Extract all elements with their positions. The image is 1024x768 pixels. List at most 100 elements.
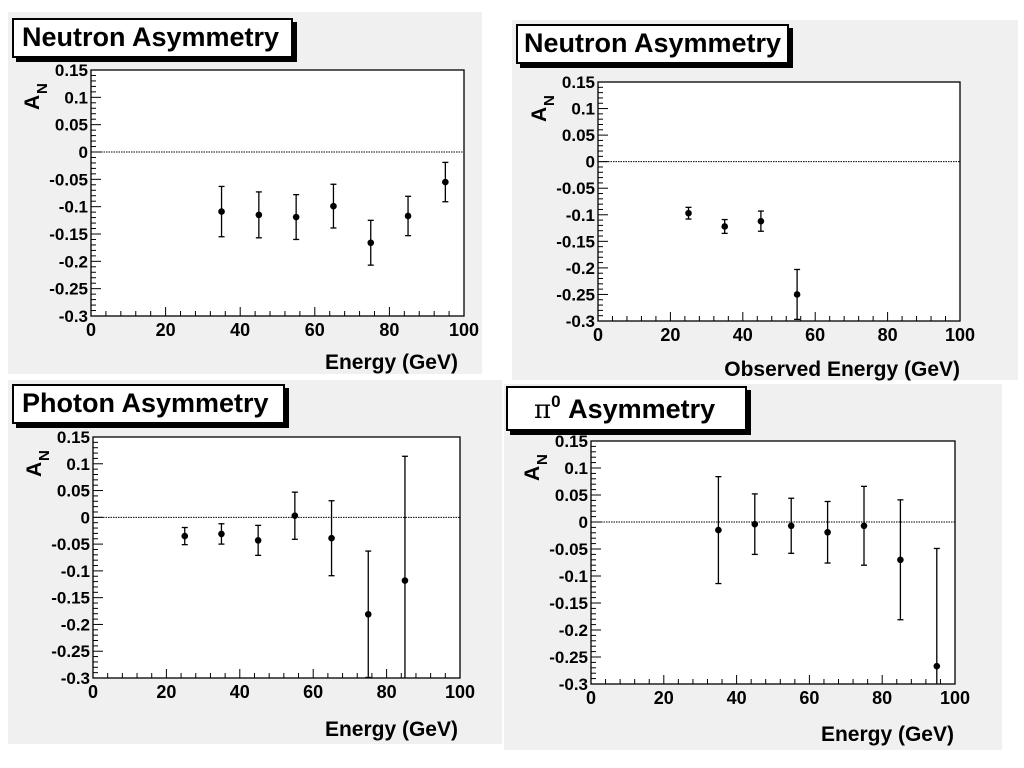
x-tick-label: 20 xyxy=(660,325,680,345)
y-tick-label: -0.2 xyxy=(61,615,90,634)
y-tick-label: -0.05 xyxy=(556,179,595,198)
data-point xyxy=(751,520,759,528)
x-tick-label: 80 xyxy=(379,320,399,340)
y-tick-label: 0.1 xyxy=(66,455,90,474)
y-tick-label: 0 xyxy=(586,153,595,172)
x-tick-label: 60 xyxy=(305,320,325,340)
plot-area xyxy=(597,81,961,322)
chart-panel-photon-energy: Photon Asymmetry 0.15 0.1 0.05 0 -0.05 -0.1 -0… xyxy=(8,380,502,744)
y-axis-label-sub: N xyxy=(36,450,53,461)
y-axis-label: AN xyxy=(21,83,51,110)
x-tick-label: 0 xyxy=(586,688,596,708)
title-superscript: 0 xyxy=(551,392,561,411)
x-axis-label: Energy (GeV) xyxy=(325,718,458,741)
y-tick-label: -0.1 xyxy=(59,198,88,217)
plot-svg: 0.150.10.050-0.05-0.1-0.15-0.2-0.25-0.30… xyxy=(521,432,970,746)
data-point xyxy=(757,217,765,225)
y-tick-label: 0 xyxy=(81,508,90,527)
data-point xyxy=(254,537,262,544)
data-point xyxy=(328,534,335,542)
x-tick-label: 20 xyxy=(156,320,176,340)
y-tick-label: 0.1 xyxy=(571,100,595,119)
y-tick-label: 0 xyxy=(79,143,88,162)
data-point xyxy=(787,522,795,530)
data-point xyxy=(401,577,409,584)
plot-area xyxy=(90,69,465,317)
chart-panel-neutron-observed-energy: Neutron Asymmetry 0.15 0.1 0.05 0 -0.05 -0.1 -… xyxy=(512,20,1018,381)
y-axis-label-main: A xyxy=(21,95,44,110)
data-point xyxy=(255,211,263,219)
x-tick-label: 80 xyxy=(872,688,892,708)
chart-panel-pi0-energy: π0 Asymmetry 0.15 0.1 0.05 0 -0.05 -0.1 -0.15-… xyxy=(504,384,1002,750)
plot-svg: 0.150.10.050-0.05-0.1-0.15-0.2-0.25-0.30… xyxy=(528,73,975,381)
y-tick-label: 0.15 xyxy=(562,73,595,92)
data-point xyxy=(367,239,375,247)
x-tick-label: 40 xyxy=(727,688,747,708)
y-tick-label: -0.3 xyxy=(59,307,88,326)
y-tick-label: -0.3 xyxy=(559,675,588,694)
x-tick-label: 80 xyxy=(878,325,898,345)
x-tick-label: 60 xyxy=(303,682,323,702)
x-tick-label: 100 xyxy=(940,688,970,708)
y-axis-label-main: A xyxy=(521,466,544,481)
y-tick-label: 0 xyxy=(579,513,588,532)
y-tick-label: -0.2 xyxy=(559,621,588,640)
plot-svg: 0.150.10.050-0.05-0.1-0.15-0.2-0.25-0.30… xyxy=(23,428,475,741)
data-point xyxy=(721,223,728,230)
data-point xyxy=(793,291,801,298)
x-tick-label: 0 xyxy=(593,325,603,345)
title-word: Asymmetry xyxy=(568,394,716,424)
plot-area xyxy=(92,436,461,679)
y-tick-label: 0.15 xyxy=(57,428,90,447)
data-point xyxy=(364,610,372,618)
x-tick-label: 40 xyxy=(230,320,250,340)
title-symbol: π xyxy=(534,395,552,425)
y-axis-label: AN xyxy=(23,450,53,477)
y-axis-label-sub: N xyxy=(34,83,51,94)
y-axis-label-sub: N xyxy=(541,95,558,106)
y-tick-label: 0.05 xyxy=(55,116,88,135)
x-tick-label: 60 xyxy=(799,688,819,708)
x-tick-label: 20 xyxy=(156,682,176,702)
y-tick-label: 0.1 xyxy=(564,459,588,478)
y-axis-label: AN xyxy=(521,454,551,481)
x-axis-label: Observed Energy (GeV) xyxy=(724,358,960,381)
y-tick-label: -0.3 xyxy=(566,312,595,331)
y-tick-label: -0.2 xyxy=(59,252,88,271)
data-point xyxy=(715,526,722,534)
y-tick-label: 0.05 xyxy=(562,126,595,145)
x-tick-label: 60 xyxy=(805,325,825,345)
y-tick-label: -0.15 xyxy=(556,232,595,251)
x-tick-label: 0 xyxy=(86,320,96,340)
data-point xyxy=(933,662,941,670)
y-axis-label: AN xyxy=(528,95,558,122)
y-tick-label: -0.05 xyxy=(49,170,88,189)
y-tick-label: -0.2 xyxy=(566,259,595,278)
data-point xyxy=(292,213,300,221)
x-tick-label: 40 xyxy=(230,682,250,702)
plot-svg: 0.150.10.050-0.05-0.1-0.15-0.2-0.25-0.30… xyxy=(21,61,479,374)
x-tick-label: 80 xyxy=(377,682,397,702)
data-point xyxy=(442,178,449,186)
y-axis-label-main: A xyxy=(23,462,46,477)
x-tick-label: 40 xyxy=(733,325,753,345)
x-tick-label: 0 xyxy=(88,682,98,702)
y-tick-label: -0.1 xyxy=(566,206,595,225)
y-axis-label-sub: N xyxy=(534,454,551,465)
y-tick-label: -0.25 xyxy=(51,642,90,661)
data-point xyxy=(860,522,868,530)
y-tick-label: 0.1 xyxy=(64,88,88,107)
y-axis-label-main: A xyxy=(528,107,551,122)
data-point xyxy=(404,212,412,220)
data-point xyxy=(291,512,299,520)
x-tick-label: 20 xyxy=(654,688,674,708)
y-tick-label: -0.1 xyxy=(559,567,588,586)
y-tick-label: 0.15 xyxy=(555,432,588,451)
y-tick-label: -0.15 xyxy=(49,225,88,244)
data-point xyxy=(330,202,337,210)
y-tick-label: 0.05 xyxy=(555,486,588,505)
y-tick-label: 0.15 xyxy=(55,61,88,80)
x-tick-label: 100 xyxy=(445,682,475,702)
y-tick-label: -0.1 xyxy=(61,562,90,581)
data-point xyxy=(685,209,692,217)
